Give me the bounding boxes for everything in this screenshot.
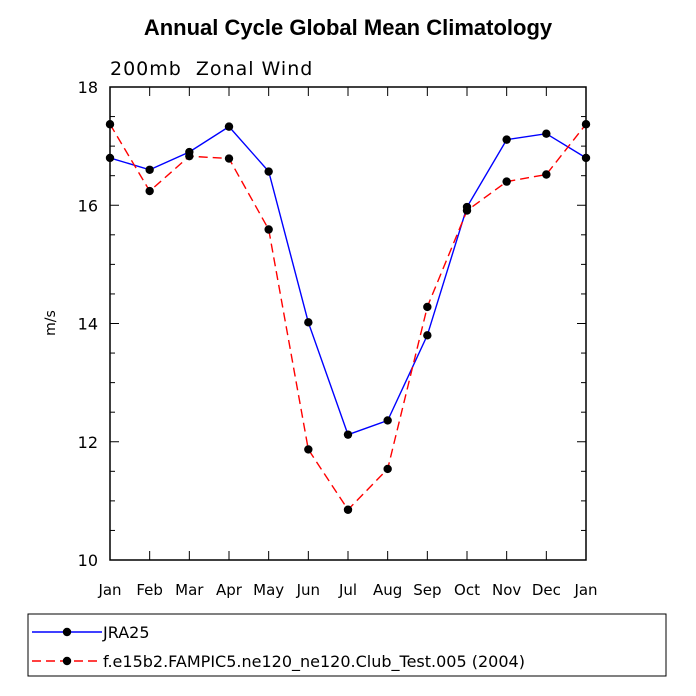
chart-subtitle: 200mb Zonal Wind	[110, 58, 313, 80]
x-tick-label: Feb	[136, 581, 163, 599]
y-tick-label: 10	[78, 551, 98, 570]
series-1-point	[423, 331, 432, 340]
series-1-point	[581, 153, 591, 163]
axes: 10 12 14 16 18 Jan Feb Mar Apr May Jun Jul Aug Sep Oct…	[78, 78, 598, 599]
series-1-point	[264, 167, 273, 176]
series-2-point	[105, 120, 115, 129]
x-tick-label: Jul	[338, 581, 357, 599]
series-2-point	[145, 186, 154, 196]
x-tick-label: Jan	[573, 581, 597, 599]
x-tick-label: Dec	[532, 581, 561, 599]
series-2-point	[264, 225, 273, 234]
series-1-point	[105, 153, 115, 163]
legend-label-1: JRA25	[102, 623, 150, 642]
y-axis-label: m/s	[43, 310, 59, 336]
x-tick-label: Jan	[97, 581, 121, 599]
x-tick-label: Sep	[413, 581, 441, 599]
y-tick-label: 18	[78, 78, 98, 97]
chart-title: Annual Cycle Global Mean Climatology	[144, 15, 553, 40]
series-1-point	[343, 430, 353, 439]
y-tick-label: 16	[78, 196, 98, 215]
legend-box	[27, 613, 667, 677]
series-2-point	[423, 302, 432, 312]
series-2-point	[224, 154, 234, 163]
series-1-point	[502, 135, 511, 144]
x-tick-label: Jun	[296, 581, 320, 599]
x-tick-label: Apr	[216, 581, 243, 599]
series-2-point	[542, 170, 551, 179]
series-1-point	[304, 318, 313, 327]
x-tick-label: Mar	[175, 581, 204, 599]
series-1-point	[224, 122, 234, 131]
x-tick-label: May	[253, 581, 284, 599]
x-tick-label: Nov	[492, 581, 521, 599]
y-tick-label: 14	[78, 315, 98, 334]
series-2-point	[581, 120, 591, 129]
legend-marker-2	[62, 656, 72, 666]
series-line-2	[109, 123, 587, 511]
series-2-point	[383, 464, 392, 474]
y-tick-label: 12	[78, 433, 98, 452]
legend: JRA25 f.e15b2.FAMPIC5.ne120_ne120.Club_Te…	[27, 613, 667, 677]
x-tick-label: Aug	[373, 581, 402, 599]
series-2-point	[304, 445, 313, 454]
series-1-point	[145, 165, 154, 174]
series-2-point	[185, 151, 194, 161]
series-2-point	[343, 505, 353, 514]
series-2-point	[462, 206, 472, 215]
legend-label-2: f.e15b2.FAMPIC5.ne120_ne120.Club_Test.00…	[103, 652, 525, 672]
plot-frame	[109, 86, 587, 561]
series-line-1	[109, 125, 587, 436]
series-1-point	[542, 129, 551, 138]
series-group	[105, 120, 591, 514]
series-2-point	[502, 177, 511, 186]
x-tick-label: Oct	[454, 581, 480, 599]
series-1-point	[383, 416, 392, 425]
legend-marker-1	[62, 627, 72, 637]
